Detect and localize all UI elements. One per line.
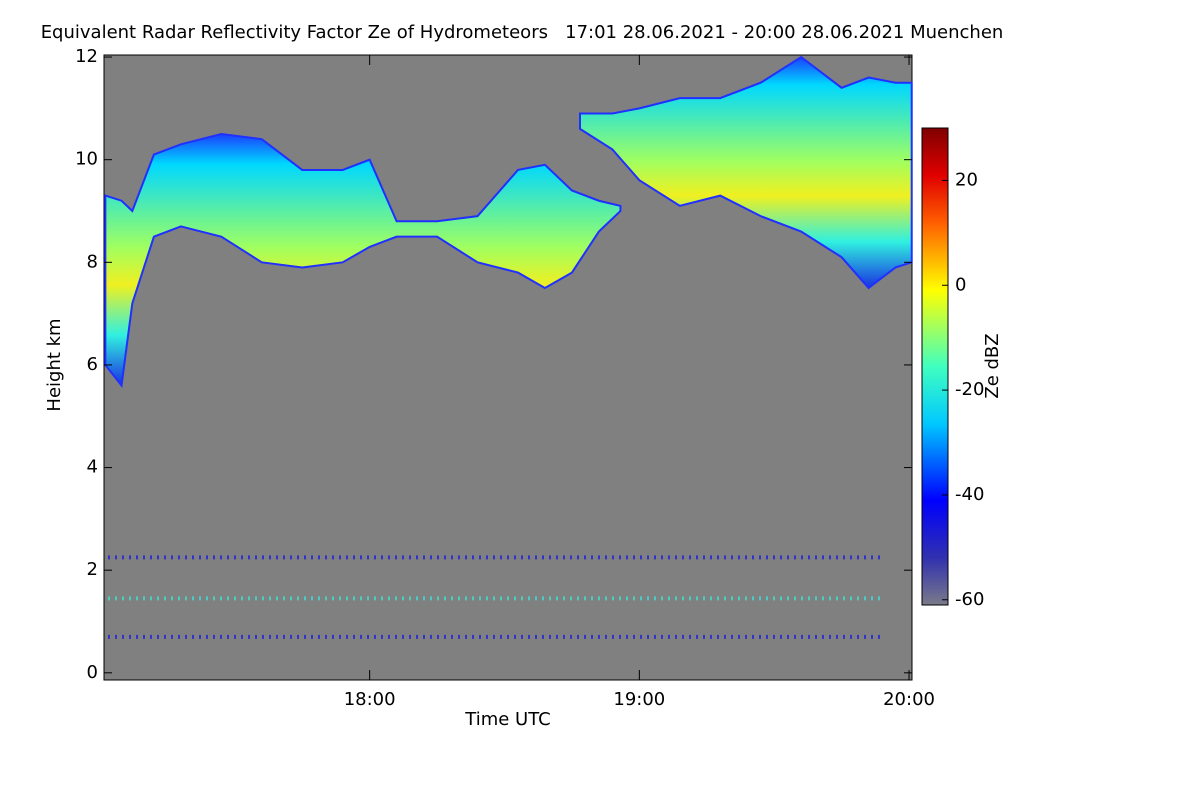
y-tick-label: 6 bbox=[87, 354, 98, 375]
colorbar-tick-label: -40 bbox=[955, 484, 984, 505]
echo-region bbox=[104, 133, 622, 388]
y-tick-label: 10 bbox=[75, 149, 98, 170]
colorbar bbox=[921, 127, 949, 606]
x-tick-label: 18:00 bbox=[344, 689, 396, 710]
x-axis-label: Time UTC bbox=[464, 709, 550, 730]
y-tick-label: 2 bbox=[87, 559, 98, 580]
colorbar-tick-label: 20 bbox=[955, 169, 978, 190]
y-tick-label: 8 bbox=[87, 251, 98, 272]
colorbar-tick-label: 0 bbox=[955, 274, 966, 295]
y-tick-label: 4 bbox=[87, 457, 98, 478]
colorbar-label: Ze dBZ bbox=[982, 333, 1003, 398]
y-tick-label: 0 bbox=[87, 662, 98, 683]
colorbar-tick-label: -20 bbox=[955, 379, 984, 400]
x-tick-label: 20:00 bbox=[883, 689, 935, 710]
y-axis-label: Height km bbox=[44, 318, 65, 411]
chart-title: Equivalent Radar Reflectivity Factor Ze … bbox=[41, 22, 1004, 43]
x-tick-label: 19:00 bbox=[613, 689, 665, 710]
y-tick-label: 12 bbox=[75, 46, 98, 67]
colorbar-tick-label: -60 bbox=[955, 589, 984, 610]
